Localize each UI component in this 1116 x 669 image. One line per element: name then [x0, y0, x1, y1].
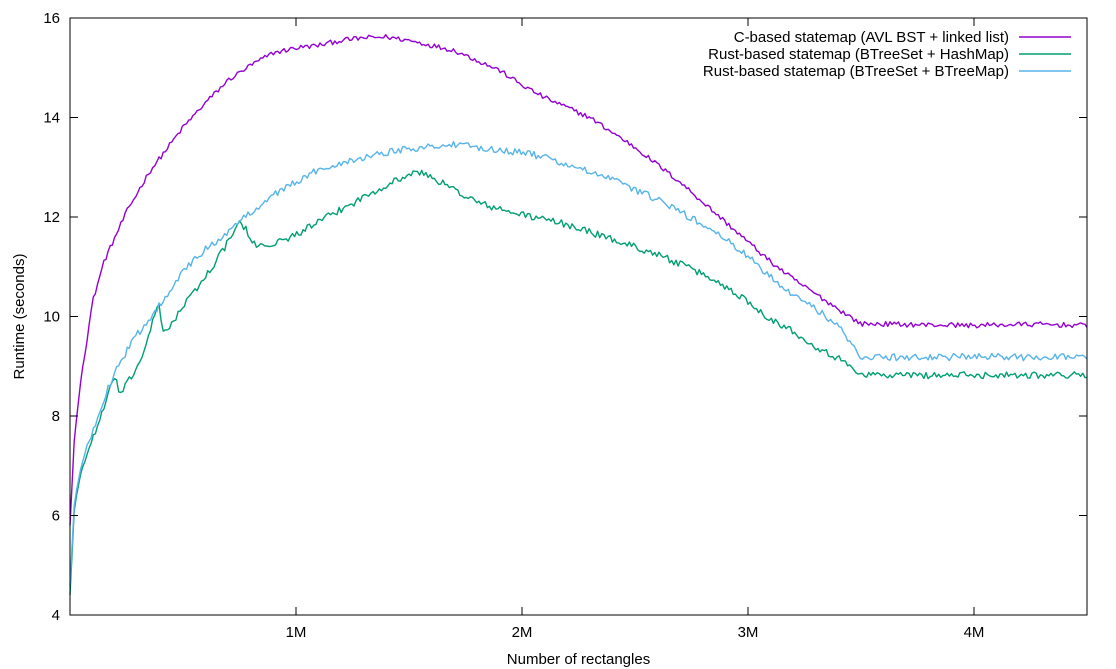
- legend-label-1: C-based statemap (AVL BST + linked list): [734, 29, 1009, 46]
- y-tick-label: 14: [43, 110, 60, 127]
- series-line-3: [69, 140, 1088, 586]
- series-layer: [69, 34, 1088, 596]
- x-tick-label: 2M: [512, 624, 533, 641]
- x-tick-label: 3M: [738, 624, 759, 641]
- legend-label-2: Rust-based statemap (BTreeSet + HashMap): [708, 46, 1009, 63]
- ticks-layer: 1M 2M 3M 4M 4 6 8 10 12 14 16: [43, 10, 1087, 641]
- y-tick-label: 16: [43, 10, 60, 27]
- x-tick-label: 1M: [286, 624, 307, 641]
- y-tick-label: 10: [43, 309, 60, 326]
- y-tick-label: 12: [43, 209, 60, 226]
- x-axis-label: Number of rectangles: [507, 651, 650, 668]
- plot-frame: [69, 17, 1088, 616]
- y-tick-label: 4: [52, 607, 60, 624]
- y-tick-label: 6: [52, 508, 60, 525]
- series-line-2: [69, 169, 1088, 596]
- series-line-1: [69, 34, 1088, 526]
- x-tick-label: 4M: [964, 624, 985, 641]
- legend-label-3: Rust-based statemap (BTreeSet + BTreeMap…: [703, 63, 1009, 80]
- legend: C-based statemap (AVL BST + linked list)…: [703, 29, 1071, 80]
- y-tick-label: 8: [52, 408, 60, 425]
- y-axis-label: Runtime (seconds): [11, 254, 28, 380]
